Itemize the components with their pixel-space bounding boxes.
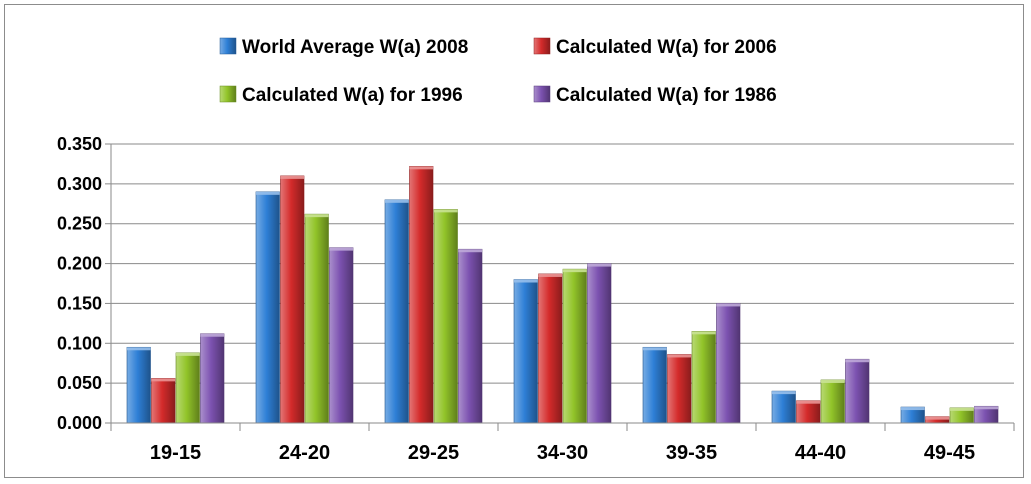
x-tick-label: 24-20 [279,442,330,464]
bar [255,191,280,424]
bar [587,263,612,424]
legend-label: Calculated W(a) for 2006 [556,37,777,58]
y-tick-label: 0.250 [57,214,102,234]
bar [691,331,716,424]
bar [175,352,200,424]
bar [458,248,483,424]
bar [845,358,870,424]
y-tick-label: 0.200 [57,254,102,274]
y-tick-label: 0.300 [57,174,102,194]
y-tick-label: 0.350 [57,134,102,154]
legend-label: Calculated W(a) for 1996 [242,85,463,106]
bar [562,268,587,424]
x-tick-label: 34-30 [537,442,588,464]
legend-label: Calculated W(a) for 1986 [556,85,777,106]
bar [329,247,354,424]
bar [925,416,950,424]
legend-swatch [219,85,237,103]
y-tick-label: 0.150 [57,293,102,313]
bar [667,354,692,424]
legend-label: World Average W(a) 2008 [242,37,468,58]
bar [949,407,974,424]
bar [538,273,563,424]
legend-item: Calculated W(a) for 2006 [533,37,777,58]
y-tick-label: 0.100 [57,333,102,353]
bars [126,166,999,424]
bar [280,175,305,424]
legend-swatch [533,37,551,55]
legend-item: Calculated W(a) for 1986 [533,85,777,106]
legend-swatch [533,85,551,103]
x-tick-label: 19-15 [150,442,201,464]
x-tick-label: 29-25 [408,442,459,464]
x-tick-label: 39-35 [666,442,717,464]
gridlines [111,143,1014,384]
x-tick-label: 44-40 [795,442,846,464]
bar [200,333,225,424]
bar [304,213,329,424]
bar [900,406,925,424]
bar [796,400,821,424]
legend: World Average W(a) 2008 Calculated W(a) f… [219,37,777,106]
legend-item: World Average W(a) 2008 [219,37,468,58]
bar [974,405,999,424]
bar [433,209,458,424]
bar [384,199,409,424]
legend-item: Calculated W(a) for 1996 [219,85,463,106]
y-tick-label: 0.000 [57,413,102,433]
legend-swatch [219,37,237,55]
x-axis: 19-15 24-20 29-25 34-30 39-35 44-40 49-45 [110,422,1015,464]
bar [771,390,796,424]
bar [820,379,845,424]
bar [409,166,434,424]
x-tick-label: 49-45 [924,442,975,464]
bar [716,303,741,424]
y-tick-label: 0.050 [57,373,102,393]
bar [151,378,176,424]
y-axis: 0.000 0.050 0.100 0.150 0.200 0.250 0.300 0.350 [57,134,112,433]
bar [642,346,667,424]
bar [126,346,151,424]
bar [513,279,538,424]
